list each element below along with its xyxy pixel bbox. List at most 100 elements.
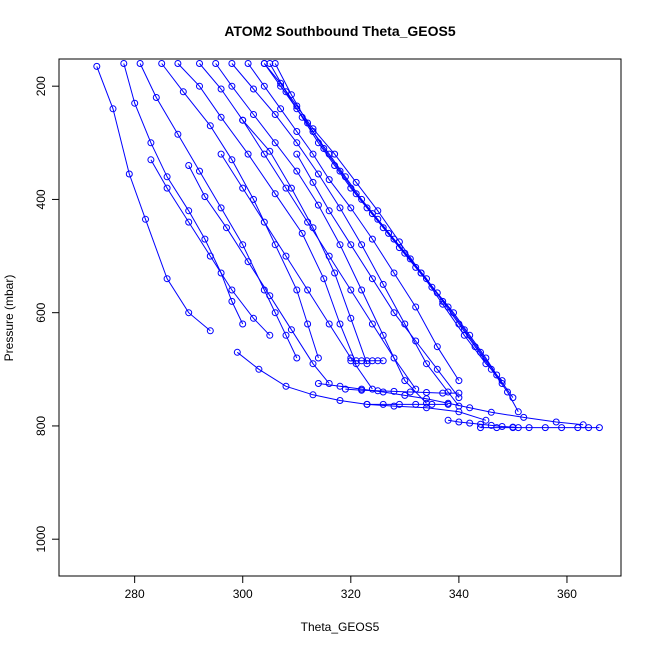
data-point — [228, 286, 236, 294]
data-point — [304, 218, 312, 226]
data-point — [401, 249, 409, 257]
data-point — [260, 82, 268, 90]
data-point — [428, 400, 436, 408]
y-tick-label: 400 — [34, 189, 48, 209]
data-point — [498, 380, 506, 387]
data-point — [266, 60, 274, 67]
data-point — [185, 207, 193, 215]
data-point — [363, 204, 371, 212]
data-point — [304, 286, 312, 294]
series-line — [263, 63, 519, 413]
data-point — [509, 423, 517, 431]
data-point — [314, 170, 322, 178]
series-line — [177, 63, 357, 364]
data-point — [163, 184, 171, 192]
data-point — [390, 269, 398, 277]
data-point — [379, 280, 387, 288]
data-point — [482, 416, 490, 424]
series-24 — [444, 416, 522, 432]
series-line — [236, 351, 487, 421]
data-point — [347, 241, 355, 249]
data-point — [239, 320, 247, 328]
data-point — [412, 263, 420, 271]
data-point — [558, 424, 566, 432]
y-tick-label: 800 — [34, 416, 48, 436]
data-point — [401, 391, 409, 399]
data-point — [228, 297, 236, 305]
series-line — [247, 63, 460, 381]
data-point — [487, 421, 495, 429]
y-tick-label: 1000 — [34, 526, 48, 553]
data-point — [374, 215, 382, 223]
data-point — [109, 105, 117, 113]
series-line — [123, 63, 244, 325]
data-point — [347, 314, 355, 322]
data-point — [206, 252, 214, 260]
data-point — [412, 400, 420, 408]
data-point — [514, 408, 522, 416]
data-point — [482, 354, 490, 362]
data-point — [277, 105, 285, 113]
series-line — [318, 383, 584, 426]
data-point — [368, 235, 376, 243]
data-point — [466, 404, 474, 412]
data-point — [423, 275, 430, 283]
data-point — [255, 365, 263, 373]
data-point — [541, 424, 549, 432]
data-point — [325, 207, 333, 215]
data-point — [379, 224, 387, 232]
data-point — [395, 400, 403, 408]
data-point — [455, 394, 463, 402]
x-tick-label: 340 — [449, 587, 469, 601]
data-point — [460, 326, 468, 334]
chart-title: ATOM2 Southbound Theta_GEOS5 — [224, 23, 455, 39]
data-point — [293, 128, 301, 135]
data-point — [514, 424, 522, 432]
x-axis-label: Theta_GEOS5 — [301, 620, 380, 634]
data-point — [520, 413, 528, 421]
data-point — [304, 320, 312, 328]
y-axis-label: Pressure (mbar) — [2, 275, 16, 362]
data-point — [185, 218, 193, 226]
data-point — [450, 309, 457, 317]
data-point — [239, 241, 247, 249]
data-point — [423, 360, 430, 368]
series-15 — [217, 150, 376, 393]
data-point — [363, 400, 371, 408]
series-3 — [158, 60, 322, 362]
data-point — [120, 60, 128, 67]
data-point — [228, 156, 236, 164]
data-point — [444, 303, 452, 311]
data-point — [320, 275, 328, 283]
data-point — [142, 215, 149, 223]
series-line — [188, 165, 330, 384]
data-point — [331, 162, 339, 169]
data-point — [358, 385, 366, 393]
data-point — [352, 190, 360, 198]
data-point — [250, 85, 257, 93]
data-point — [293, 354, 301, 362]
data-point — [185, 309, 193, 317]
data-point — [325, 380, 333, 387]
data-point — [250, 111, 257, 118]
data-point — [466, 419, 474, 427]
data-point — [282, 331, 290, 339]
data-point — [196, 167, 203, 175]
data-point — [352, 357, 360, 365]
series-line — [231, 63, 460, 407]
series-18 — [233, 348, 490, 424]
data-point — [347, 204, 355, 212]
data-point — [304, 119, 312, 127]
data-point — [368, 357, 376, 365]
series-line — [96, 66, 211, 332]
data-point — [309, 150, 317, 158]
data-point — [379, 331, 387, 339]
data-point — [379, 388, 387, 396]
data-point — [174, 130, 182, 138]
data-point — [406, 388, 414, 396]
data-point — [412, 303, 420, 311]
data-point — [455, 389, 463, 397]
data-point — [487, 408, 495, 416]
x-tick-label: 280 — [125, 587, 145, 601]
